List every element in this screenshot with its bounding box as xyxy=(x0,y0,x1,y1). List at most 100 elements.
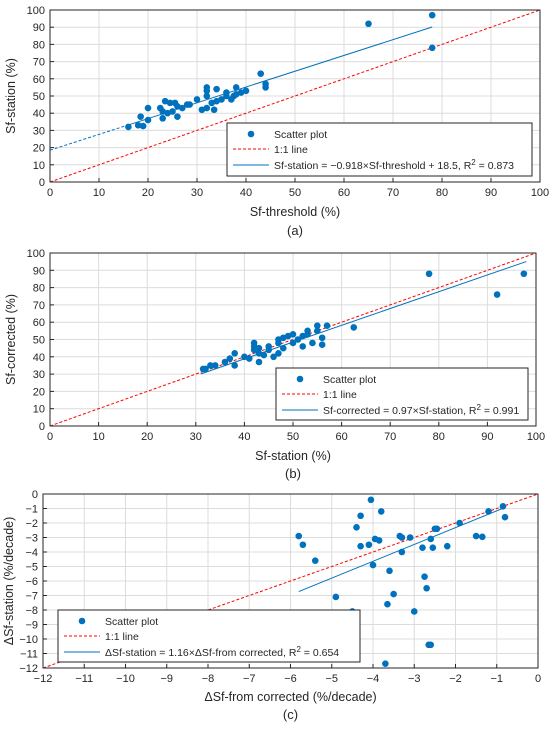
scatter-point xyxy=(375,537,383,544)
scatter-point xyxy=(314,322,321,329)
scatter-point xyxy=(314,327,321,335)
y-tick-label: −6 xyxy=(25,576,38,588)
scatter-point xyxy=(425,270,433,278)
y-tick-label: −9 xyxy=(25,620,38,632)
scatter-point xyxy=(423,584,430,592)
x-tick-label: 30 xyxy=(190,431,202,443)
scatter-point xyxy=(137,113,144,120)
y-axis-label: ΔSf-station (%/decade) xyxy=(2,517,16,646)
x-tick-label: 60 xyxy=(338,187,350,199)
scatter-point xyxy=(332,593,340,601)
scatter-point xyxy=(428,11,436,19)
x-tick-label: −2 xyxy=(449,673,462,685)
scatter-point xyxy=(179,104,186,112)
legend-label-scatter: Scatter plot xyxy=(323,374,376,386)
scatter-point xyxy=(262,80,269,88)
scatter-point xyxy=(304,327,311,335)
x-tick-label: −9 xyxy=(160,673,173,685)
y-tick-label: −10 xyxy=(19,634,38,646)
x-tick-label: 20 xyxy=(141,431,153,443)
y-tick-label: 40 xyxy=(33,108,45,120)
scatter-point xyxy=(226,355,234,362)
y-tick-label: −2 xyxy=(25,518,38,530)
scatter-point xyxy=(260,351,268,359)
scatter-point xyxy=(350,324,358,331)
scatter-point xyxy=(174,113,181,120)
y-tick-label: −5 xyxy=(25,562,38,574)
y-tick-label: 50 xyxy=(33,335,45,347)
y-tick-label: 80 xyxy=(33,283,45,295)
y-tick-label: 70 xyxy=(33,57,45,69)
legend-marker-scatter xyxy=(296,375,304,383)
scatter-point xyxy=(193,96,201,103)
scatter-point xyxy=(428,44,436,52)
scatter-point xyxy=(398,548,406,556)
scatter-point xyxy=(499,503,507,510)
scatter-point xyxy=(501,513,509,521)
x-axis-label: Sf-threshold (%) xyxy=(250,205,340,219)
legend-label-one-to-one: 1:1 line xyxy=(105,631,139,643)
x-tick-label: −12 xyxy=(34,673,53,685)
legend: Scatter plot 1:1 line Sf-corrected = 0.97×… xyxy=(275,367,529,421)
legend-label-scatter: Scatter plot xyxy=(274,129,327,141)
scatter-point xyxy=(144,104,152,112)
y-tick-label: −3 xyxy=(25,533,38,545)
x-tick-label: 0 xyxy=(47,431,53,443)
scatter-point xyxy=(207,362,214,369)
scatter-point xyxy=(443,542,451,550)
scatter-point xyxy=(365,541,373,549)
scatter-point xyxy=(289,331,297,338)
scatter-point xyxy=(186,101,193,108)
y-tick-label: 10 xyxy=(33,160,45,172)
scatter-point xyxy=(242,87,250,95)
y-tick-label: 50 xyxy=(33,91,45,103)
scatter-point xyxy=(382,660,389,667)
scatter-point xyxy=(275,350,282,357)
scatter-point xyxy=(520,270,528,278)
scatter-point xyxy=(318,334,326,342)
scatter-point xyxy=(265,343,273,350)
y-tick-label: 0 xyxy=(32,489,38,501)
scatter-point xyxy=(231,362,238,369)
y-tick-label: 0 xyxy=(39,421,45,433)
scatter-point xyxy=(318,341,326,348)
x-tick-label: −11 xyxy=(75,673,93,685)
scatter-point xyxy=(203,84,211,91)
y-axis-label: Sf-corrected (%) xyxy=(4,294,18,385)
scatter-point xyxy=(221,358,229,366)
scatter-point xyxy=(125,123,132,131)
x-tick-label: 70 xyxy=(384,431,396,443)
y-tick-label: 60 xyxy=(33,74,45,86)
scatter-point xyxy=(245,355,253,362)
scatter-point xyxy=(134,121,142,129)
panel-3: −12 −11 −10 −9 −8 −7 −6 −5 −4 −3 −2 −1 0−12−11−10−9−… xyxy=(2,489,541,722)
y-tick-label: −7 xyxy=(25,591,38,603)
y-tick-label: −4 xyxy=(25,547,38,559)
x-tick-label: 70 xyxy=(387,187,399,199)
x-tick-label: 60 xyxy=(335,431,347,443)
x-tick-label: −1 xyxy=(490,673,503,685)
scatter-point xyxy=(270,353,277,361)
legend-label-fit: Sf-corrected = 0.97×Sf-station, R2 = 0.9… xyxy=(323,403,519,417)
scatter-point xyxy=(357,542,364,550)
scatter-point xyxy=(279,344,287,352)
y-tick-label: 30 xyxy=(33,125,45,137)
x-tick-label: −8 xyxy=(202,673,215,685)
y-tick-label: −1 xyxy=(25,504,38,516)
y-tick-label: 0 xyxy=(39,177,45,189)
scatter-point xyxy=(493,291,501,298)
x-tick-label: 10 xyxy=(92,431,104,443)
scatter-point xyxy=(250,339,258,347)
x-tick-label: 90 xyxy=(481,431,493,443)
panel-label: (b) xyxy=(285,466,301,481)
y-tick-label: 100 xyxy=(27,248,45,260)
x-tick-label: 0 xyxy=(535,673,541,685)
scatter-point xyxy=(166,99,174,107)
scatter-point xyxy=(289,339,297,347)
scatter-point xyxy=(421,573,428,580)
x-tick-label: 50 xyxy=(289,187,301,199)
y-tick-label: −11 xyxy=(20,649,38,661)
legend-marker-scatter xyxy=(247,130,255,138)
